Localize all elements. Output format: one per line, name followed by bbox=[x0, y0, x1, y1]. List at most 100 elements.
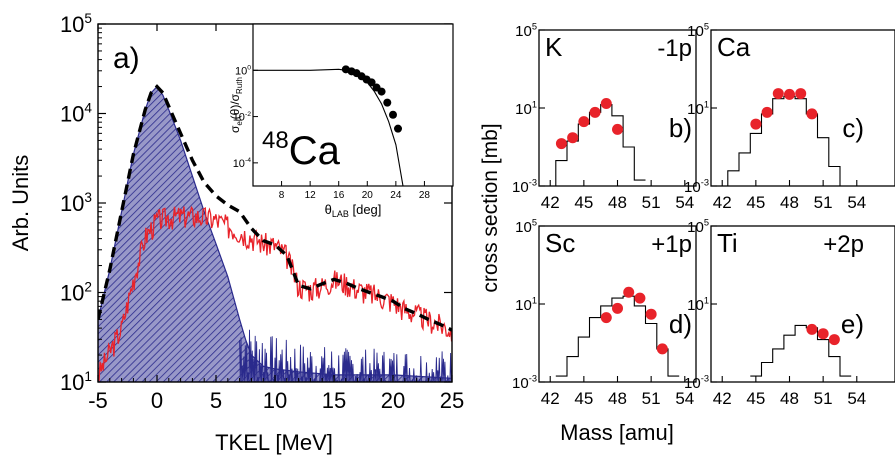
inset-x-tick-label: 28 bbox=[419, 190, 431, 201]
panel-label-b: b) bbox=[669, 113, 692, 143]
data-point bbox=[806, 323, 818, 335]
panel-label-d: d) bbox=[669, 309, 692, 339]
data-point bbox=[761, 106, 773, 118]
y-tick-label: 10-3 bbox=[684, 178, 709, 196]
data-point bbox=[806, 108, 818, 120]
inset-data-point bbox=[367, 78, 376, 87]
panel-label-c: c) bbox=[842, 113, 864, 143]
inset-angular-distribution: 8 12 16 20 24 28 100 10-2 10-4 θLAB [deg] σel(θ)/σ… bbox=[228, 23, 454, 219]
step-histogram bbox=[555, 295, 680, 377]
panel-frame bbox=[710, 225, 895, 383]
x-tick-label: 42 bbox=[713, 389, 732, 408]
y-tick-label: 103 bbox=[60, 190, 92, 216]
panel-label-e: e) bbox=[841, 309, 864, 339]
transfer-label: +1p bbox=[651, 231, 692, 258]
data-point bbox=[623, 286, 635, 298]
x-tick-label: 51 bbox=[814, 193, 833, 212]
y-tick-label: 104 bbox=[60, 100, 92, 126]
step-histogram bbox=[716, 95, 852, 187]
data-point bbox=[645, 308, 657, 320]
y-tick-label: 105 bbox=[515, 22, 537, 40]
panel-c-ca: 42 45 48 51 54 105 101 10-3 Ca c) bbox=[684, 22, 895, 212]
inset-y-tick-label: 100 bbox=[235, 65, 251, 78]
x-tick-label: 54 bbox=[847, 193, 866, 212]
inset-x-tick-label: 20 bbox=[362, 190, 374, 201]
panel-b-k: 42 45 48 51 54 105 101 10-3 K -1p b) bbox=[512, 22, 697, 212]
inset-data-point bbox=[389, 110, 397, 119]
data-point bbox=[578, 116, 590, 128]
x-tick-label: 42 bbox=[541, 193, 560, 212]
x-tick-label: 10 bbox=[263, 388, 287, 413]
y-tick-label: 101 bbox=[687, 296, 709, 314]
inset-x-axis-label: θLAB [deg] bbox=[325, 202, 382, 219]
y-tick-label: 10-3 bbox=[512, 178, 537, 196]
x-tick-label: 48 bbox=[608, 193, 627, 212]
x-tick-label: 45 bbox=[574, 193, 593, 212]
panel-label-a: a) bbox=[113, 42, 140, 75]
y-tick-label: 101 bbox=[515, 100, 537, 118]
x-tick-label: 45 bbox=[746, 389, 765, 408]
grid-x-axis-label: Mass [amu] bbox=[560, 420, 674, 445]
data-point bbox=[600, 98, 612, 110]
inset-data-point bbox=[383, 98, 392, 107]
step-histogram bbox=[750, 324, 852, 377]
data-point bbox=[567, 132, 579, 144]
inset-plot-area bbox=[253, 65, 404, 186]
panel-a-tkel-spectrum: -5 0 5 10 15 20 25 101 102 103 104 105 a) TKEL [MeV] A… bbox=[8, 11, 464, 455]
x-tick-label: 5 bbox=[210, 388, 222, 413]
inset-y-tick-label: 10-2 bbox=[233, 111, 252, 124]
grid-y-axis-label: cross section [mb] bbox=[479, 123, 502, 292]
x-tick-label: 42 bbox=[541, 389, 560, 408]
mass-distribution-panels: 42 45 48 51 54 105 101 10-3 K -1p b) 42 45 48 51 54 105 1… bbox=[479, 22, 895, 445]
inset-x-tick-label: 8 bbox=[279, 190, 285, 201]
series-blue-noise bbox=[239, 329, 452, 382]
y-axis-label: Arb. Units bbox=[8, 155, 33, 252]
x-tick-label: 51 bbox=[642, 193, 661, 212]
transfer-label: +2p bbox=[823, 231, 864, 258]
y-tick-label: 102 bbox=[60, 279, 92, 305]
y-tick-label: 101 bbox=[687, 100, 709, 118]
y-tick-label: 101 bbox=[60, 369, 92, 395]
data-point bbox=[795, 88, 807, 100]
data-point bbox=[656, 343, 668, 355]
x-tick-label: 51 bbox=[642, 389, 661, 408]
x-axis-label: TKEL [MeV] bbox=[215, 430, 333, 455]
x-tick-label: 51 bbox=[814, 389, 833, 408]
data-point bbox=[784, 88, 795, 100]
inset-data-point bbox=[377, 87, 386, 96]
panel-a-plot-area bbox=[98, 84, 452, 382]
data-point bbox=[600, 312, 612, 324]
data-point bbox=[828, 334, 840, 346]
element-label: Ca bbox=[717, 32, 751, 62]
x-tick-label: 54 bbox=[675, 389, 694, 408]
y-tick-label: 105 bbox=[60, 11, 92, 37]
element-label: Ti bbox=[717, 228, 738, 258]
x-tick-label: 48 bbox=[608, 389, 627, 408]
x-tick-label: 45 bbox=[746, 193, 765, 212]
x-tick-label: 54 bbox=[847, 389, 866, 408]
y-tick-label: 105 bbox=[515, 218, 537, 236]
x-tick-label: 54 bbox=[675, 193, 694, 212]
y-tick-label: 105 bbox=[687, 22, 709, 40]
x-tick-label: 0 bbox=[151, 388, 163, 413]
x-tick-label: 45 bbox=[574, 389, 593, 408]
series-black-dashed bbox=[98, 84, 452, 332]
x-tick-label: 48 bbox=[780, 389, 799, 408]
element-label: Sc bbox=[545, 228, 575, 258]
element-label: K bbox=[545, 32, 563, 62]
x-tick-label: 48 bbox=[780, 193, 799, 212]
panel-d-sc: 42 45 48 51 54 105 101 10-3 Sc +1p d) bbox=[512, 218, 697, 408]
x-tick-label: 25 bbox=[440, 388, 464, 413]
inset-x-tick-label: 24 bbox=[390, 190, 402, 201]
x-tick-label: 42 bbox=[713, 193, 732, 212]
inset-data-point bbox=[394, 124, 402, 133]
data-point bbox=[589, 106, 601, 118]
data-point bbox=[817, 328, 829, 340]
x-tick-label: 20 bbox=[381, 388, 405, 413]
y-tick-label: 10-3 bbox=[512, 374, 537, 392]
data-point bbox=[612, 302, 623, 314]
y-tick-label: 101 bbox=[515, 296, 537, 314]
data-point bbox=[772, 88, 784, 100]
y-tick-label: 10-3 bbox=[684, 374, 709, 392]
